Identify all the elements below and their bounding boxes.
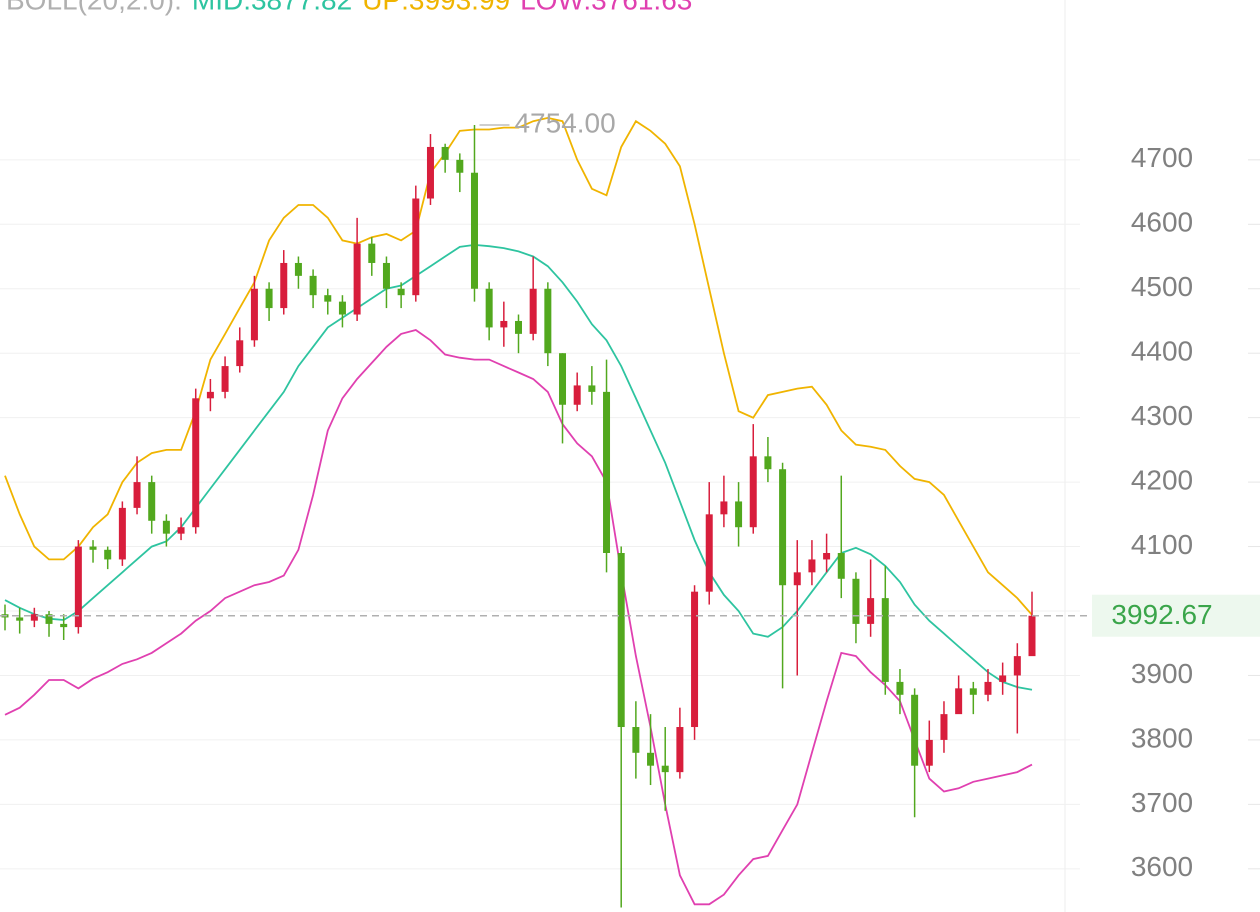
band-line bbox=[4, 329, 1033, 906]
candle-body bbox=[426, 146, 434, 199]
candle-body bbox=[89, 546, 97, 550]
band-line bbox=[4, 243, 1033, 691]
candle-body bbox=[720, 501, 728, 515]
candle-body bbox=[192, 398, 200, 528]
candle-body bbox=[676, 727, 684, 773]
candle-body bbox=[221, 366, 229, 392]
candles bbox=[1, 125, 1036, 908]
legend: BOLL(20,2.0): MID:3877.82 UP:3993.99 LOW:37… bbox=[6, 0, 692, 15]
bollinger-bands bbox=[4, 116, 1033, 906]
candle-body bbox=[1028, 615, 1036, 657]
candle-body bbox=[764, 456, 772, 470]
candle-body bbox=[265, 288, 273, 309]
legend-entry: BOLL(20,2.0): bbox=[6, 0, 182, 15]
legend-entry: UP:3993.99 bbox=[362, 0, 510, 15]
y-tick-label: 3800 bbox=[1131, 722, 1193, 753]
candle-body bbox=[456, 159, 464, 173]
current-price-label: 3992.67 bbox=[1111, 599, 1212, 630]
candle-body bbox=[177, 527, 185, 534]
legend-entry: MID:3877.82 bbox=[192, 0, 352, 15]
candle-body bbox=[647, 752, 655, 766]
candle-body bbox=[896, 681, 904, 695]
candle-body bbox=[441, 146, 449, 160]
candle-body bbox=[500, 320, 508, 328]
candle-body bbox=[779, 469, 787, 586]
candle-body bbox=[104, 549, 112, 560]
candle-body bbox=[940, 714, 948, 740]
candle-body bbox=[324, 295, 332, 302]
candle-body bbox=[837, 553, 845, 579]
candle-body bbox=[999, 675, 1007, 682]
candle-body bbox=[118, 507, 126, 560]
y-tick-label: 4300 bbox=[1131, 400, 1193, 431]
candle-body bbox=[280, 262, 288, 309]
candle-body bbox=[353, 243, 361, 315]
candle-body bbox=[808, 559, 816, 573]
candle-body bbox=[881, 598, 889, 682]
candle-body bbox=[162, 520, 170, 534]
candle-body bbox=[60, 623, 68, 628]
candle-body bbox=[969, 688, 977, 695]
y-tick-label: 3900 bbox=[1131, 658, 1193, 689]
candle-body bbox=[294, 262, 302, 276]
candle-body bbox=[529, 288, 537, 334]
y-tick-label: 4200 bbox=[1131, 464, 1193, 495]
y-tick-label: 4400 bbox=[1131, 336, 1193, 367]
candle-body bbox=[749, 456, 757, 528]
candle-body bbox=[309, 275, 317, 296]
y-tick-label: 4100 bbox=[1131, 529, 1193, 560]
candle-body bbox=[412, 198, 420, 296]
candle-body bbox=[206, 391, 214, 399]
y-tick-label: 3600 bbox=[1131, 851, 1193, 882]
candle-body bbox=[617, 553, 625, 728]
candle-body bbox=[632, 727, 640, 753]
candle-body bbox=[984, 681, 992, 695]
candle-body bbox=[955, 688, 963, 715]
candle-body bbox=[368, 243, 376, 263]
candle-body bbox=[867, 598, 875, 624]
candle-body bbox=[74, 546, 82, 628]
max-marker-label: 4754.00 bbox=[514, 107, 615, 138]
candle-body bbox=[470, 172, 478, 289]
candle-body bbox=[236, 340, 244, 367]
candle-body bbox=[16, 617, 24, 621]
candle-body bbox=[485, 288, 493, 328]
candle-body bbox=[133, 482, 141, 508]
candle-body bbox=[559, 353, 567, 405]
candle-body bbox=[515, 320, 522, 334]
candle-body bbox=[338, 301, 346, 315]
candle-body bbox=[603, 391, 611, 554]
candle-body bbox=[397, 288, 405, 296]
candle-body bbox=[691, 591, 699, 728]
candle-body bbox=[30, 614, 38, 621]
candle-body bbox=[250, 288, 258, 341]
candle-body bbox=[382, 262, 390, 289]
legend-entry: LOW:3761.63 bbox=[520, 0, 692, 15]
candle-body bbox=[148, 482, 156, 521]
candle-body bbox=[45, 614, 53, 624]
candle-body bbox=[823, 553, 831, 560]
y-tick-label: 4500 bbox=[1131, 271, 1193, 302]
candle-body bbox=[661, 765, 669, 773]
candle-body bbox=[911, 694, 919, 766]
band-line bbox=[4, 116, 1033, 616]
candle-body bbox=[1013, 656, 1021, 676]
overlay: 4754.00 3992.67 bbox=[0, 107, 1260, 637]
candle-body bbox=[573, 385, 581, 405]
y-tick-label: 4700 bbox=[1131, 142, 1193, 173]
candle-body bbox=[793, 572, 801, 586]
candle-body bbox=[544, 288, 552, 354]
candle-body bbox=[705, 514, 713, 592]
candle-body bbox=[852, 578, 860, 624]
y-tick-label: 3700 bbox=[1131, 787, 1193, 818]
candle-body bbox=[588, 385, 596, 392]
candle-body bbox=[925, 739, 933, 766]
current-price-box bbox=[1092, 594, 1260, 637]
y-tick-label: 4600 bbox=[1131, 207, 1193, 238]
candle-body bbox=[735, 501, 743, 528]
